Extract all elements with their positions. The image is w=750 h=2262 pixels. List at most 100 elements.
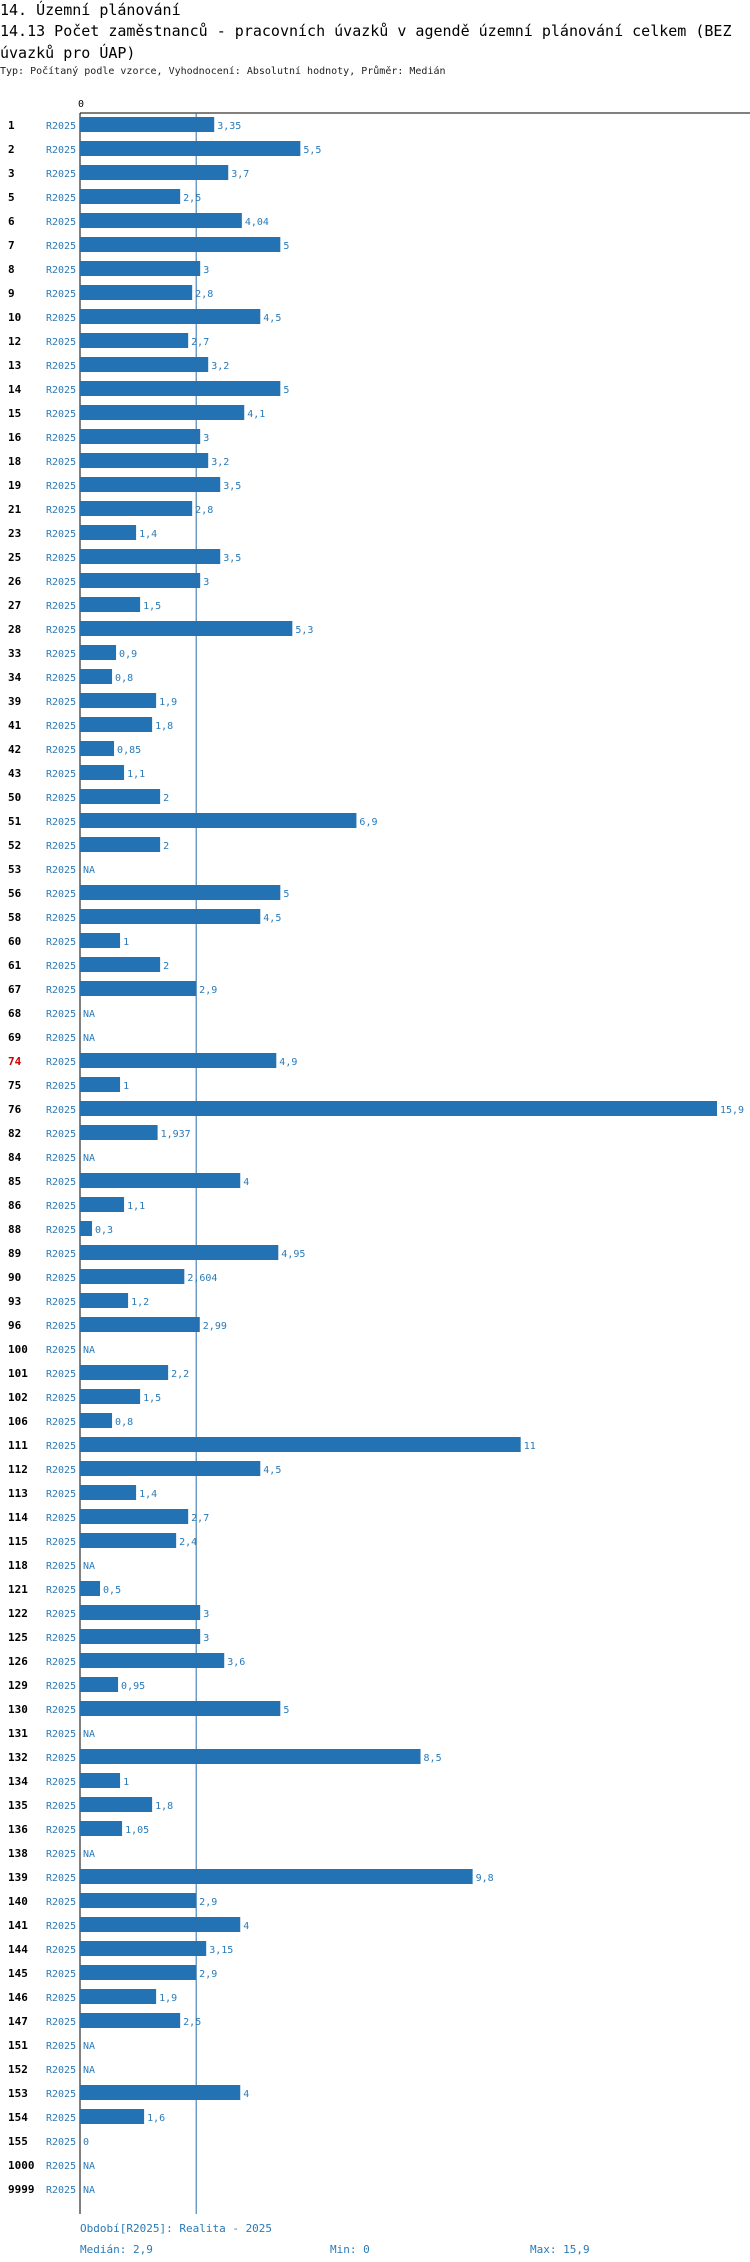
data-label: 3,7 [231, 169, 249, 180]
data-label: 5 [283, 385, 289, 396]
data-label: 3,5 [223, 553, 241, 564]
data-bar [80, 885, 281, 900]
row-period-label: R2025 [46, 625, 76, 636]
row-period-label: R2025 [46, 913, 76, 924]
data-label: 0,9 [119, 649, 137, 660]
data-label: 3,2 [211, 457, 229, 468]
data-label: 5 [283, 241, 289, 252]
row-id-label: 58 [8, 911, 21, 924]
row-id-label: 85 [8, 1175, 21, 1188]
row-period-label: R2025 [46, 1057, 76, 1068]
data-label: 4,9 [279, 1057, 297, 1068]
data-label: 0,3 [95, 1225, 113, 1236]
row-period-label: R2025 [46, 1705, 76, 1716]
data-label: 3,15 [209, 1945, 233, 1956]
data-bar [80, 1509, 189, 1524]
row-id-label: 42 [8, 743, 21, 756]
data-label: 1 [123, 1081, 129, 1092]
footer-median: Medián: 2,9 [80, 2243, 153, 2256]
row-period-label: R2025 [46, 145, 76, 156]
row-period-label: R2025 [46, 1105, 76, 1116]
row-period-label: R2025 [46, 601, 76, 612]
row-period-label: R2025 [46, 481, 76, 492]
data-label: 3,5 [223, 481, 241, 492]
row-id-label: 139 [8, 1871, 28, 1884]
row-period-label: R2025 [46, 2041, 76, 2052]
row-period-label: R2025 [46, 2089, 76, 2100]
row-period-label: R2025 [46, 1849, 76, 1860]
row-id-label: 86 [8, 1199, 22, 1212]
data-bar [80, 981, 197, 996]
row-id-label: 41 [8, 719, 22, 732]
row-id-label: 93 [8, 1295, 21, 1308]
data-label: 1,8 [155, 1801, 173, 1812]
data-bar [80, 1365, 169, 1380]
data-bar [80, 357, 209, 372]
data-label: 3 [203, 265, 209, 276]
row-id-label: 125 [8, 1631, 28, 1644]
data-label: NA [83, 1153, 95, 1164]
row-id-label: 155 [8, 2135, 28, 2148]
row-period-label: R2025 [46, 1585, 76, 1596]
row-period-label: R2025 [46, 169, 76, 180]
data-bar [80, 1485, 137, 1500]
row-period-label: R2025 [46, 337, 76, 348]
data-bar [80, 477, 221, 492]
row-id-label: 115 [8, 1535, 28, 1548]
data-bar [80, 1581, 101, 1596]
data-bar [80, 1677, 119, 1692]
data-label: 3 [203, 433, 209, 444]
row-id-label: 2 [8, 143, 15, 156]
data-label: NA [83, 1561, 95, 1572]
row-id-label: 84 [8, 1151, 22, 1164]
data-label: 4 [243, 1921, 249, 1932]
data-label: 0,8 [115, 673, 133, 684]
data-label: 1 [123, 937, 129, 948]
row-period-label: R2025 [46, 1177, 76, 1188]
row-id-label: 52 [8, 839, 21, 852]
row-id-label: 100 [8, 1343, 28, 1356]
row-period-label: R2025 [46, 457, 76, 468]
row-id-label: 147 [8, 2015, 28, 2028]
row-id-label: 122 [8, 1607, 28, 1620]
data-label: 1,937 [161, 1129, 191, 1140]
row-period-label: R2025 [46, 1033, 76, 1044]
row-id-label: 141 [8, 1919, 28, 1932]
data-bar [80, 1197, 125, 1212]
row-id-label: 18 [8, 455, 21, 468]
row-period-label: R2025 [46, 673, 76, 684]
data-label: NA [83, 2185, 95, 2196]
chart-subtitle: Typ: Počítaný podle vzorce, Vyhodnocení:… [0, 66, 446, 77]
data-label: 5,3 [295, 625, 313, 636]
data-label: 2,5 [183, 193, 201, 204]
footer-period: Období[R2025]: Realita - 2025 [80, 2222, 273, 2235]
data-label: 11 [524, 1441, 536, 1452]
data-bar [80, 1965, 197, 1980]
row-id-label: 112 [8, 1463, 28, 1476]
row-id-label: 50 [8, 791, 21, 804]
data-bar [80, 1629, 201, 1644]
row-period-label: R2025 [46, 1345, 76, 1356]
row-period-label: R2025 [46, 1561, 76, 1572]
row-id-label: 90 [8, 1271, 21, 1284]
row-id-label: 7 [8, 239, 15, 252]
data-bar [80, 453, 209, 468]
row-period-label: R2025 [46, 2137, 76, 2148]
data-label: 3,6 [227, 1657, 245, 1668]
data-label: NA [83, 1345, 95, 1356]
row-id-label: 106 [8, 1415, 28, 1428]
row-id-label: 75 [8, 1079, 21, 1092]
data-label: 1,1 [127, 1201, 145, 1212]
data-bar [80, 717, 153, 732]
row-period-label: R2025 [46, 1201, 76, 1212]
data-bar [80, 789, 161, 804]
row-period-label: R2025 [46, 1609, 76, 1620]
data-label: 3 [203, 577, 209, 588]
row-id-label: 26 [8, 575, 22, 588]
data-label: 4,5 [263, 313, 281, 324]
data-bar [80, 213, 242, 228]
data-label: 2,9 [199, 1969, 217, 1980]
row-period-label: R2025 [46, 121, 76, 132]
data-bar [80, 909, 261, 924]
row-id-label: 130 [8, 1703, 28, 1716]
